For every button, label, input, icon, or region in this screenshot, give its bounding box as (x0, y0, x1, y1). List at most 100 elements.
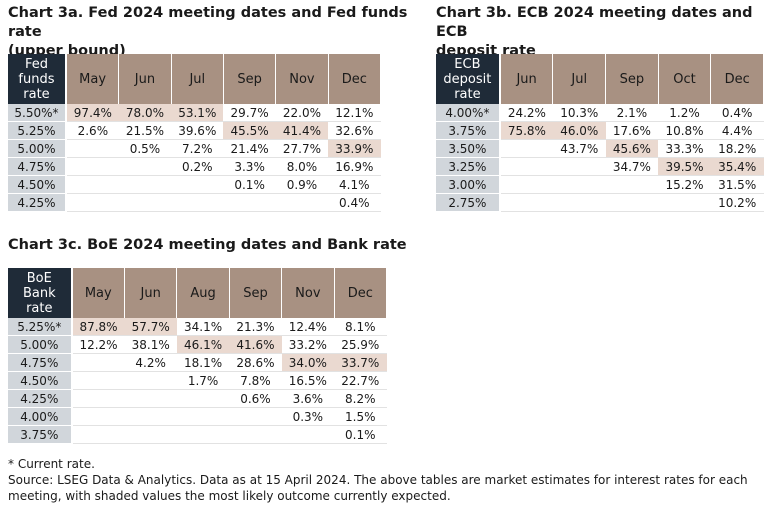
notes: * Current rate. Source: LSEG Data & Anal… (8, 456, 768, 504)
rate-cell: 5.25%* (8, 318, 73, 336)
probability-cell (499, 193, 553, 212)
table-row: 4.00% 0.3% 1.5% (8, 407, 387, 426)
header-row: ECB deposit rate Jun Jul Sep Oct Dec (436, 54, 764, 104)
probability-cell (176, 389, 230, 408)
probability-cell: 24.2% (499, 104, 553, 122)
rate-cell: 4.25% (8, 193, 67, 212)
table-row: 4.25% 0.6% 3.6% 8.2% (8, 389, 387, 408)
boe-rate-table: BoE Bank rate May Jun Aug Sep Nov Dec 5.25%* 87.8%… (8, 268, 388, 444)
rate-header: BoE Bank rate (8, 268, 73, 318)
rate-cell: 5.00% (8, 335, 73, 354)
rate-cell: 4.75% (8, 157, 67, 176)
probability-cell (71, 407, 125, 426)
probability-cell: 18.2% (710, 139, 764, 158)
table-row: 5.25% 2.6% 21.5% 39.6% 45.5% 41.4% 32.6% (8, 121, 381, 140)
rate-header-line: rate (23, 86, 50, 102)
table-row: 4.00%* 24.2% 10.3% 2.1% 1.2% 0.4% (436, 104, 764, 122)
probability-cell (499, 157, 553, 176)
header-row: BoE Bank rate May Jun Aug Sep Nov Dec (8, 268, 388, 318)
probability-cell: 12.2% (71, 335, 125, 354)
month-header: Aug (176, 268, 230, 318)
probability-cell (176, 425, 230, 444)
probability-cell: 38.1% (124, 335, 177, 354)
probability-cell: 10.2% (710, 193, 764, 212)
probability-cell: 1.2% (658, 104, 711, 122)
table-row: 4.25% 0.4% (8, 193, 381, 212)
probability-cell: 0.4% (328, 193, 381, 212)
rate-header: ECB deposit rate (436, 54, 501, 104)
table-row: 4.50% 1.7% 7.8% 16.5% 22.7% (8, 371, 387, 390)
probability-cell: 0.4% (710, 104, 764, 122)
month-header: Dec (334, 268, 388, 318)
rate-cell: 3.25% (436, 157, 501, 176)
probability-cell: 10.8% (658, 121, 711, 140)
probability-cell (281, 425, 335, 444)
probability-cell: 21.3% (229, 318, 282, 336)
table-row: 5.00% 12.2% 38.1% 46.1% 41.6% 33.2% 25.9% (8, 335, 387, 354)
probability-cell: 0.3% (281, 407, 335, 426)
probability-cell: 22.7% (334, 371, 387, 390)
probability-cell (118, 175, 172, 194)
probability-cell: 97.4% (65, 104, 119, 122)
probability-cell (223, 193, 276, 212)
rate-cell: 2.75% (436, 193, 501, 212)
rate-cell: 4.00%* (436, 104, 501, 122)
probability-cell (124, 389, 177, 408)
probability-cell: 45.5% (223, 121, 276, 140)
probability-cell: 33.2% (281, 335, 335, 354)
probability-cell: 43.7% (552, 139, 606, 158)
month-header: Jul (171, 54, 224, 104)
probability-cell: 2.1% (605, 104, 659, 122)
rate-cell: 4.25% (8, 389, 73, 408)
probability-cell: 25.9% (334, 335, 387, 354)
probability-cell: 39.6% (171, 121, 224, 140)
rate-header: Fed funds rate (8, 54, 67, 104)
rate-header-line: rate (454, 86, 481, 102)
probability-cell: 10.3% (552, 104, 606, 122)
month-header: Sep (605, 54, 659, 104)
probability-cell (275, 193, 329, 212)
probability-cell: 21.5% (118, 121, 172, 140)
probability-cell (229, 407, 282, 426)
month-header: Oct (658, 54, 712, 104)
table-row: 4.75% 0.2% 3.3% 8.0% 16.9% (8, 157, 381, 176)
probability-cell (71, 425, 125, 444)
rate-cell: 5.25% (8, 121, 67, 140)
probability-cell: 39.5% (658, 157, 711, 176)
probability-cell: 33.9% (328, 139, 381, 158)
rate-cell: 4.75% (8, 353, 73, 372)
probability-cell (499, 139, 553, 158)
probability-cell: 34.7% (605, 157, 659, 176)
table-row: 5.00% 0.5% 7.2% 21.4% 27.7% 33.9% (8, 139, 381, 158)
table-row: 3.75% 75.8% 46.0% 17.6% 10.8% 4.4% (436, 121, 764, 140)
table-row: 3.75% 0.1% (8, 425, 387, 444)
probability-cell: 0.9% (275, 175, 329, 194)
probability-cell: 29.7% (223, 104, 276, 122)
month-header: Jun (124, 268, 178, 318)
month-header: Jun (118, 54, 172, 104)
probability-cell: 17.6% (605, 121, 659, 140)
probability-cell: 18.1% (176, 353, 230, 372)
rate-cell: 4.50% (8, 371, 73, 390)
probability-cell: 0.1% (334, 425, 387, 444)
table-row: 4.50% 0.1% 0.9% 4.1% (8, 175, 381, 194)
fed-rate-table: Fed funds rate May Jun Jul Sep Nov Dec 5.50%* 97.4… (8, 54, 382, 212)
month-header: Jun (499, 54, 554, 104)
probability-cell: 45.6% (605, 139, 659, 158)
month-header: Dec (328, 54, 382, 104)
probability-cell (65, 193, 119, 212)
month-header: Sep (229, 268, 283, 318)
probability-cell: 7.2% (171, 139, 224, 158)
probability-cell: 16.5% (281, 371, 335, 390)
probability-cell (65, 157, 119, 176)
probability-cell: 21.4% (223, 139, 276, 158)
chart-title-line: Chart 3b. ECB 2024 meeting dates and ECB (436, 5, 753, 40)
table-row: 5.25%* 87.8% 57.7% 34.1% 21.3% 12.4% 8.1% (8, 318, 387, 336)
month-header: Nov (275, 54, 329, 104)
table-row: 3.25% 34.7% 39.5% 35.4% (436, 157, 764, 176)
probability-cell: 87.8% (71, 318, 125, 336)
probability-cell: 0.2% (171, 157, 224, 176)
probability-cell (124, 371, 177, 390)
probability-cell: 33.3% (658, 139, 711, 158)
month-header: May (65, 54, 120, 104)
